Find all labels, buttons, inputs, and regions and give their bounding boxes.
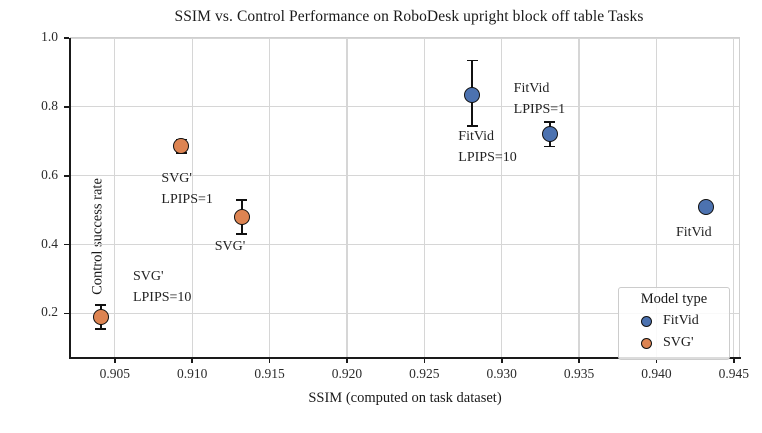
error-bar-cap-top <box>95 303 107 306</box>
error-bar-cap-bottom <box>544 145 556 148</box>
x-tick-label: 0.925 <box>409 366 440 381</box>
y-tick-label: 0.8 <box>41 97 58 113</box>
x-tick-mark <box>114 358 116 363</box>
x-gridline <box>114 38 116 358</box>
x-tick-label: 0.920 <box>331 366 363 381</box>
point-annotation: FitVid LPIPS=10 <box>458 126 516 168</box>
error-bar-cap-bottom <box>95 328 107 330</box>
x-gridline <box>346 38 348 358</box>
legend-entry-fitvid: FitVid <box>625 310 723 332</box>
x-tick-label: 0.940 <box>641 366 672 381</box>
legend-box: Model type FitVid SVG' <box>618 287 730 360</box>
point-annotation-line: LPIPS=10 <box>132 289 192 305</box>
x-axis-label: SSIM (computed on task dataset) <box>308 390 502 406</box>
scatter-point-svg <box>92 308 109 325</box>
legend-entry-label: FitVid <box>663 313 699 328</box>
legend-marker-icon <box>641 337 652 349</box>
scatter-point-svg <box>233 209 250 226</box>
error-bar-cap-bottom <box>236 233 248 236</box>
scatter-point-fitvid <box>541 126 558 143</box>
x-tick-mark <box>423 358 426 363</box>
plot-top-spine <box>70 37 740 39</box>
scatter-point-fitvid <box>464 86 481 103</box>
point-annotation: SVG' LPIPS=1 <box>161 168 212 210</box>
point-annotation-line: LPIPS=1 <box>513 102 566 118</box>
y-gridline <box>70 312 740 314</box>
plot-left-spine <box>69 38 71 359</box>
point-annotation: SVG' <box>215 236 246 257</box>
point-annotation: FitVid LPIPS=1 <box>514 78 565 120</box>
y-gridline <box>70 175 740 177</box>
x-gridline <box>655 38 658 358</box>
x-tick-mark <box>578 358 580 363</box>
x-gridline <box>501 38 503 358</box>
point-annotation-line: FitVid <box>675 224 712 240</box>
y-tick-mark <box>64 106 69 108</box>
legend-entry-label: SVG' <box>663 335 694 350</box>
y-axis-label: Control success rate <box>89 178 106 295</box>
x-tick-mark <box>191 358 194 363</box>
x-gridline <box>423 38 425 358</box>
plot-right-spine <box>739 38 741 358</box>
y-gridline <box>70 243 740 246</box>
y-tick-label: 1.0 <box>41 29 58 44</box>
y-tick-mark <box>64 243 69 246</box>
point-annotation-line: SVG' <box>214 239 246 255</box>
point-annotation-line: FitVid <box>513 81 550 97</box>
x-tick-label: 0.930 <box>486 366 517 381</box>
x-tick-label: 0.915 <box>254 366 285 381</box>
error-bar-cap-top <box>544 121 556 124</box>
x-gridline <box>269 38 271 358</box>
point-annotation: SVG' LPIPS=10 <box>133 266 191 308</box>
legend-marker-icon <box>641 315 652 327</box>
x-tick-mark <box>500 358 503 363</box>
x-tick-mark <box>655 358 658 363</box>
error-bar-cap-top <box>236 198 248 201</box>
y-gridline <box>70 106 740 108</box>
y-tick-label: 0.4 <box>41 235 58 251</box>
x-tick-mark <box>733 358 735 363</box>
x-tick-label: 0.935 <box>563 366 595 381</box>
point-annotation-line: SVG' <box>132 268 164 284</box>
y-tick-label: 0.2 <box>41 304 58 320</box>
y-tick-mark <box>64 174 69 177</box>
legend-entries: FitVid SVG' <box>625 310 723 354</box>
x-tick-mark <box>268 358 271 363</box>
point-annotation-line: LPIPS=10 <box>458 149 517 165</box>
scatter-point-svg <box>173 138 190 155</box>
plot-bottom-spine <box>69 357 741 359</box>
chart-title: SSIM vs. Control Performance on RoboDesk… <box>174 8 644 25</box>
y-tick-label: 0.6 <box>41 166 58 182</box>
point-annotation: FitVid <box>676 222 712 243</box>
point-annotation-line: FitVid <box>458 128 495 144</box>
point-annotation-line: LPIPS=1 <box>161 192 213 208</box>
scatter-point-fitvid <box>697 198 714 215</box>
x-gridline <box>191 38 193 358</box>
x-tick-label: 0.910 <box>177 366 208 381</box>
x-gridline <box>733 38 735 358</box>
x-gridline <box>578 38 580 358</box>
x-tick-label: 0.905 <box>99 366 131 381</box>
error-bar-cap-top <box>466 59 478 62</box>
point-annotation-line: SVG' <box>161 171 192 187</box>
x-tick-mark <box>346 358 348 363</box>
legend-entry-svg: SVG' <box>625 332 723 354</box>
x-tick-label: 0.945 <box>718 366 749 381</box>
y-tick-mark <box>64 312 69 315</box>
y-tick-mark <box>64 37 69 39</box>
error-bar-cap-bottom <box>466 124 478 127</box>
legend-title: Model type <box>640 291 708 307</box>
